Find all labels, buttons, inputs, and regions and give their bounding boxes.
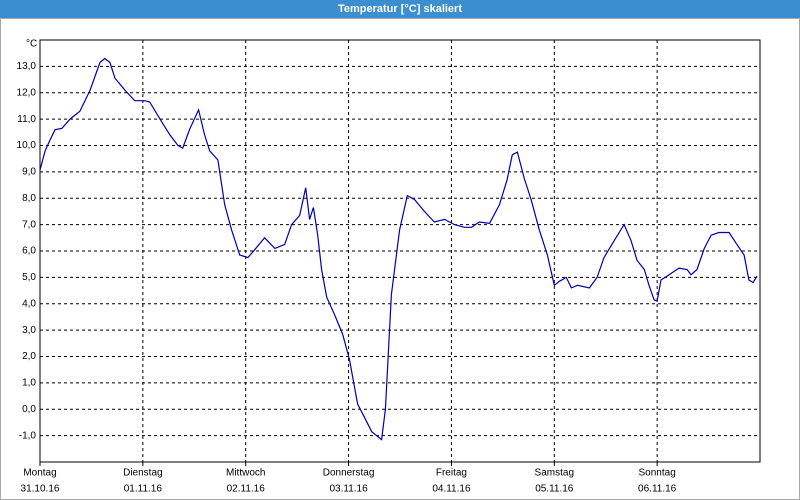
title-bar — [0, 0, 800, 18]
y-tick-label: 4,0 — [22, 298, 36, 309]
x-tick-label: Donnerstag — [323, 468, 375, 479]
x-tick-label: Samstag — [535, 468, 574, 479]
x-tick-date: 03.11.16 — [329, 484, 368, 495]
y-tick-label: 3,0 — [22, 325, 36, 336]
y-tick-label: -1,0 — [19, 430, 37, 441]
y-tick-label: 0,0 — [22, 404, 36, 415]
y-tick-label: 1,0 — [22, 378, 36, 389]
y-tick-label: 11,0 — [17, 114, 36, 125]
y-tick-label: 13,0 — [17, 61, 37, 72]
y-tick-label: 12,0 — [17, 87, 37, 98]
window-border — [0, 18, 800, 500]
x-tick-label: Freitag — [436, 468, 467, 479]
x-tick-date: 02.11.16 — [227, 484, 266, 495]
x-tick-label: Dienstag — [123, 468, 162, 479]
temperature-line — [39, 57, 758, 441]
x-tick-date: 06.11.16 — [638, 484, 677, 495]
x-tick-label: Mittwoch — [226, 468, 265, 479]
x-tick-label: Montag — [23, 468, 56, 479]
y-tick-label: 8,0 — [22, 193, 36, 204]
plot-frame — [39, 39, 761, 463]
x-tick-date: 01.11.16 — [124, 484, 163, 495]
x-tick-date: 05.11.16 — [535, 484, 574, 495]
y-tick-label: 9,0 — [22, 167, 36, 178]
x-tick-date: 04.11.16 — [432, 484, 471, 495]
unit-label: °C — [26, 39, 37, 50]
chart-title: Temperatur [°C] skaliert — [338, 3, 462, 15]
y-tick-label: 5,0 — [22, 272, 36, 283]
x-tick-date: 31.10.16 — [21, 484, 60, 495]
y-tick-label: 6,0 — [22, 246, 36, 257]
y-tick-label: 10,0 — [17, 140, 37, 151]
y-tick-label: 7,0 — [22, 219, 36, 230]
x-tick-label: Sonntag — [639, 468, 676, 479]
y-tick-label: 2,0 — [22, 351, 36, 362]
